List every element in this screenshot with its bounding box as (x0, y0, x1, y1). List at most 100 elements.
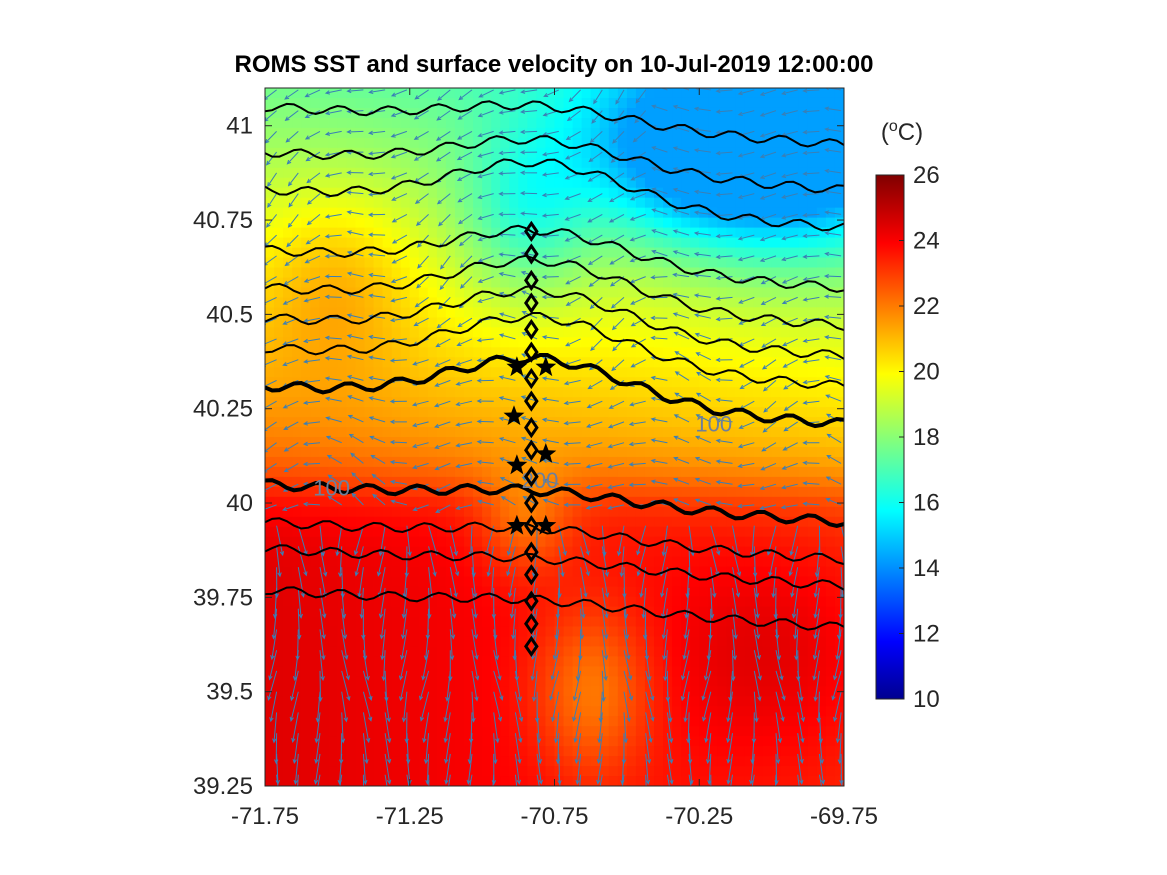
velocity-arrow (498, 150, 516, 156)
sst-cell (337, 127, 348, 139)
sst-cell (328, 197, 338, 209)
sst-cell (644, 456, 655, 468)
sst-cell (527, 207, 538, 219)
velocity-arrow (391, 193, 408, 201)
sst-cell (382, 556, 393, 568)
sst-cell (608, 486, 619, 498)
sst-cell (400, 427, 411, 438)
sst-cell (274, 337, 284, 348)
sst-cell (717, 636, 727, 647)
sst-cell (274, 726, 284, 737)
sst-cell (436, 576, 447, 588)
sst-cell (464, 207, 474, 219)
sst-cell (572, 247, 583, 259)
sst-cell (563, 686, 574, 697)
sst-cell (699, 137, 709, 149)
sst-cell (753, 257, 764, 269)
sst-cell (355, 397, 366, 408)
sst-cell (626, 217, 637, 229)
sst-cell (672, 766, 682, 777)
sst-cell (672, 676, 682, 687)
sst-cell (328, 177, 338, 189)
sst-cell (491, 237, 501, 249)
sst-cell (536, 606, 547, 618)
sst-cell (373, 726, 384, 737)
sst-cell (391, 776, 402, 786)
sst-cell (500, 217, 510, 229)
sst-cell (491, 466, 501, 478)
sst-cell (545, 167, 556, 179)
sst-cell (708, 746, 718, 757)
sst-cell (635, 107, 646, 119)
sst-cell (771, 716, 782, 727)
sst-cell (654, 736, 664, 747)
velocity-arrow (399, 670, 408, 702)
sst-cell (391, 706, 402, 717)
sst-cell (762, 97, 773, 109)
sst-cell (635, 546, 646, 558)
sst-cell (825, 586, 836, 598)
sst-cell (807, 347, 818, 358)
sst-cell (491, 88, 501, 99)
velocity-arrow (346, 250, 364, 257)
velocity-arrow (270, 629, 278, 661)
sst-cell (418, 437, 429, 448)
sst-cell (292, 576, 302, 588)
sst-cell (518, 397, 528, 408)
sst-cell (283, 88, 293, 99)
sst-cell (816, 726, 827, 737)
sst-cell (726, 177, 737, 189)
sst-cell (617, 347, 628, 358)
sst-cell (500, 606, 510, 618)
sst-cell (834, 566, 844, 578)
sst-cell (274, 427, 284, 438)
sst-cell (608, 706, 619, 717)
sst-cell (418, 476, 429, 488)
sst-cell (464, 656, 474, 667)
sst-cell (789, 397, 800, 408)
sst-cell (400, 237, 411, 249)
sst-cell (816, 207, 827, 219)
sst-cell (373, 546, 384, 558)
sst-cell (436, 706, 447, 717)
sst-cell (554, 187, 565, 199)
sst-cell (635, 297, 646, 308)
sst-cell (816, 147, 827, 159)
velocity-arrow (435, 338, 451, 348)
sst-cell (590, 347, 601, 358)
sst-cell (608, 127, 619, 139)
sst-cell (762, 357, 773, 368)
sst-cell (789, 546, 800, 558)
sst-cell (500, 127, 510, 139)
sst-cell (626, 476, 637, 488)
velocity-arrow (381, 650, 386, 682)
sst-cell (717, 257, 727, 269)
sst-cell (373, 516, 384, 528)
sst-cell (319, 566, 329, 578)
sst-cell (626, 686, 637, 697)
sst-cell (644, 277, 655, 289)
sst-cell (644, 88, 655, 99)
sst-cell (780, 357, 791, 368)
velocity-arrow (563, 461, 581, 467)
sst-cell (400, 247, 411, 259)
sst-cell (391, 207, 402, 219)
sst-cell (482, 137, 492, 149)
velocity-arrow (568, 89, 581, 103)
sst-cell (310, 636, 320, 647)
sst-cell (599, 636, 610, 647)
sst-cell (789, 726, 800, 737)
sst-cell (473, 496, 483, 508)
sst-cell (672, 486, 682, 498)
sst-cell (391, 506, 402, 518)
sst-cell (654, 347, 664, 358)
sst-cell (391, 556, 402, 568)
sst-cell (699, 736, 709, 747)
sst-cell (563, 506, 574, 518)
sst-cell (780, 327, 791, 338)
sst-cell (418, 127, 429, 139)
sst-cell (581, 107, 592, 119)
velocity-arrow (550, 650, 560, 681)
sst-cell (798, 227, 809, 239)
velocity-arrow (291, 712, 299, 744)
